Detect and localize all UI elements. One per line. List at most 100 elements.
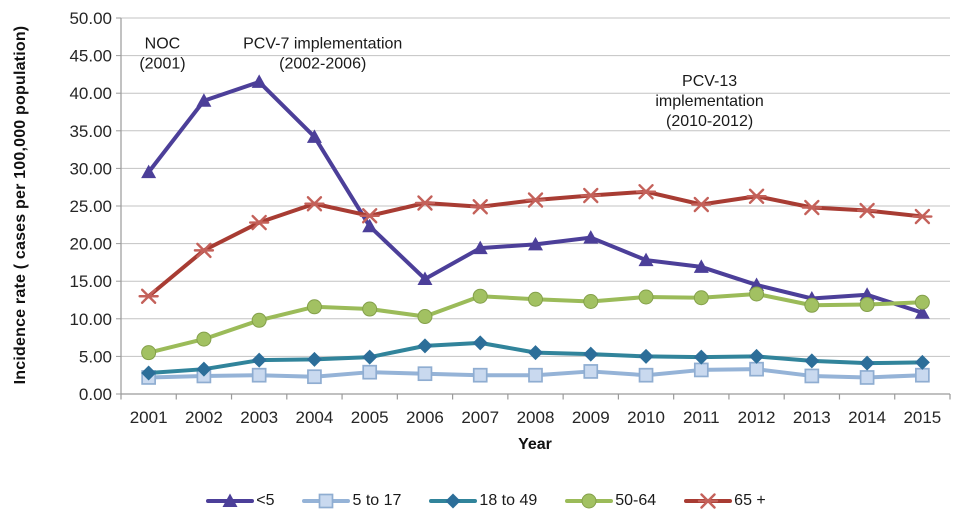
- annotation-line: (2010-2012): [666, 113, 753, 130]
- y-tick-label: 15.00: [69, 272, 112, 291]
- marker-circle: [196, 331, 212, 347]
- marker-triangle: [251, 74, 267, 88]
- marker-circle: [914, 294, 930, 310]
- annotation-1: PCV-7 implementation (2002-2006): [243, 36, 402, 73]
- marker-circle: [583, 294, 599, 310]
- x-tick-label: 2009: [572, 408, 610, 427]
- marker-square: [362, 364, 378, 380]
- legend-swatch-icon: [565, 493, 614, 509]
- legend-item-1: 5 to 17: [302, 491, 401, 511]
- marker-circle: [804, 297, 820, 313]
- marker-circle: [749, 286, 765, 302]
- x-tick-label: 2013: [793, 408, 831, 427]
- marker-square: [859, 370, 875, 385]
- x-axis-title: Year: [518, 436, 552, 453]
- marker-diamond: [196, 361, 212, 377]
- marker-triangle: [638, 252, 654, 267]
- marker-triangle: [222, 493, 238, 507]
- legend: <5 5 to 17 18 to 49 50-64 65 +: [0, 491, 972, 511]
- marker-diamond: [914, 354, 930, 370]
- marker-circle: [528, 291, 543, 307]
- marker-asterisk: [580, 187, 601, 204]
- marker-asterisk: [359, 208, 380, 224]
- annotation-0: NOC (2001): [139, 36, 185, 73]
- annotation-2: PCV-13 implementation (2010-2012): [655, 73, 764, 130]
- marker-circle: [581, 493, 597, 509]
- y-tick-label: 35.00: [69, 122, 112, 141]
- marker-triangle: [528, 236, 543, 251]
- marker-diamond: [859, 355, 875, 371]
- x-tick-label: 2007: [461, 408, 499, 427]
- y-tick-label: 0.00: [79, 385, 112, 404]
- marker-triangle: [362, 218, 378, 233]
- legend-label: 65 +: [734, 492, 766, 509]
- x-tick-label: 2002: [185, 408, 223, 427]
- legend-swatch-icon: [429, 493, 478, 509]
- marker-square: [915, 367, 930, 383]
- marker-asterisk: [304, 196, 325, 212]
- marker-square: [804, 368, 820, 384]
- y-tick-label: 45.00: [69, 47, 112, 66]
- x-tick-label: 2006: [406, 408, 444, 427]
- marker-triangle: [693, 259, 709, 273]
- y-tick-label: 40.00: [69, 84, 112, 103]
- marker-circle: [638, 289, 654, 305]
- annotation-line: implementation: [655, 93, 764, 110]
- series-4: [138, 184, 933, 304]
- legend-label: 18 to 49: [479, 492, 538, 509]
- marker-circle: [472, 288, 488, 304]
- marker-asterisk: [470, 199, 491, 215]
- annotation-line: NOC: [145, 36, 181, 53]
- y-tick-label: 5.00: [79, 347, 112, 366]
- marker-diamond: [693, 349, 709, 365]
- x-tick-label: 2010: [627, 408, 665, 427]
- y-tick-label: 20.00: [69, 235, 112, 254]
- y-tick-label: 30.00: [69, 159, 112, 178]
- marker-square: [749, 361, 764, 377]
- marker-square: [307, 369, 322, 385]
- marker-circle: [306, 299, 322, 315]
- marker-triangle: [141, 164, 157, 179]
- marker-asterisk: [193, 242, 215, 259]
- marker-triangle: [472, 240, 488, 255]
- x-tick-label: 2004: [296, 408, 334, 427]
- marker-triangle: [583, 230, 599, 244]
- marker-circle: [362, 301, 378, 317]
- marker-square: [583, 364, 599, 379]
- marker-diamond: [141, 365, 157, 381]
- legend-label: 50-64: [615, 492, 657, 509]
- x-tick-label: 2011: [683, 408, 720, 427]
- marker-triangle: [914, 305, 930, 319]
- legend-item-3: 50-64: [565, 491, 656, 511]
- marker-square: [472, 367, 488, 383]
- marker-triangle: [196, 93, 212, 107]
- marker-asterisk: [138, 288, 159, 304]
- marker-asterisk: [746, 188, 767, 204]
- series-3: [141, 286, 930, 361]
- marker-square: [638, 367, 654, 383]
- marker-triangle: [417, 271, 433, 285]
- legend-item-2: 18 to 49: [429, 491, 537, 511]
- y-tick-label: 50.00: [69, 9, 112, 28]
- series-line: [146, 79, 925, 315]
- marker-diamond: [362, 349, 378, 365]
- marker-circle: [693, 290, 709, 306]
- marker-triangle: [306, 129, 322, 143]
- marker-asterisk: [856, 202, 878, 219]
- series-2: [141, 335, 930, 381]
- marker-square: [417, 366, 433, 382]
- y-tick-label: 10.00: [69, 310, 112, 329]
- x-tick-label: 2001: [130, 408, 168, 427]
- x-tick-label: 2003: [240, 408, 278, 427]
- legend-swatch-icon: [302, 493, 351, 509]
- annotation-line: (2001): [139, 56, 185, 73]
- marker-square: [693, 362, 709, 378]
- x-tick-label: 2012: [738, 408, 776, 427]
- marker-asterisk: [525, 192, 546, 208]
- marker-square: [528, 367, 543, 383]
- x-tick-label: 2015: [903, 408, 941, 427]
- marker-diamond: [528, 345, 543, 361]
- legend-label: 5 to 17: [352, 492, 402, 509]
- annotation-line: (2002-2006): [279, 56, 366, 73]
